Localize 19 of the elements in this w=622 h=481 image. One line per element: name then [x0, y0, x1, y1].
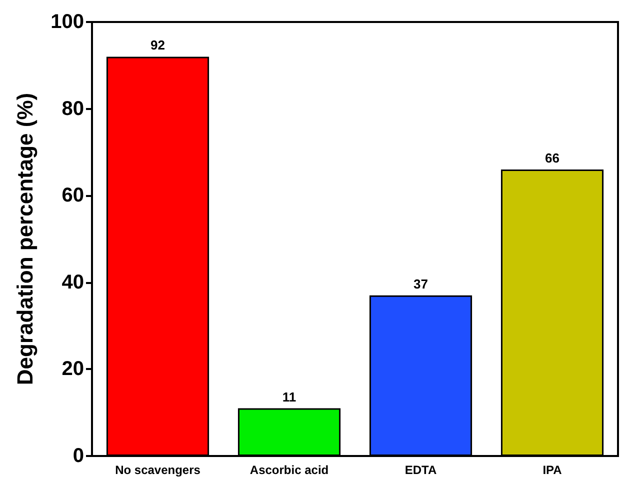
y-tick-label: 0 — [72, 445, 84, 467]
x-tick-label: EDTA — [404, 463, 437, 477]
bar — [106, 56, 210, 456]
data-label: 66 — [545, 150, 560, 166]
y-tick-label: 60 — [62, 184, 84, 207]
y-tick-label: 100 — [50, 11, 84, 33]
y-axis-title: Degradation percentage (%) — [12, 92, 38, 386]
bar — [369, 295, 472, 456]
y-tick-label: 80 — [62, 98, 84, 120]
y-tick-label: 40 — [62, 271, 84, 294]
data-label: 11 — [282, 389, 296, 404]
x-tick-label: Ascorbic acid — [250, 463, 329, 477]
data-label: 92 — [150, 38, 165, 53]
x-tick-label: No scavengers — [115, 463, 201, 477]
x-tick-label: IPA — [542, 463, 562, 477]
bar — [238, 408, 341, 456]
bar — [500, 170, 604, 456]
data-label: 37 — [414, 276, 428, 292]
y-tick-label: 20 — [62, 358, 84, 380]
